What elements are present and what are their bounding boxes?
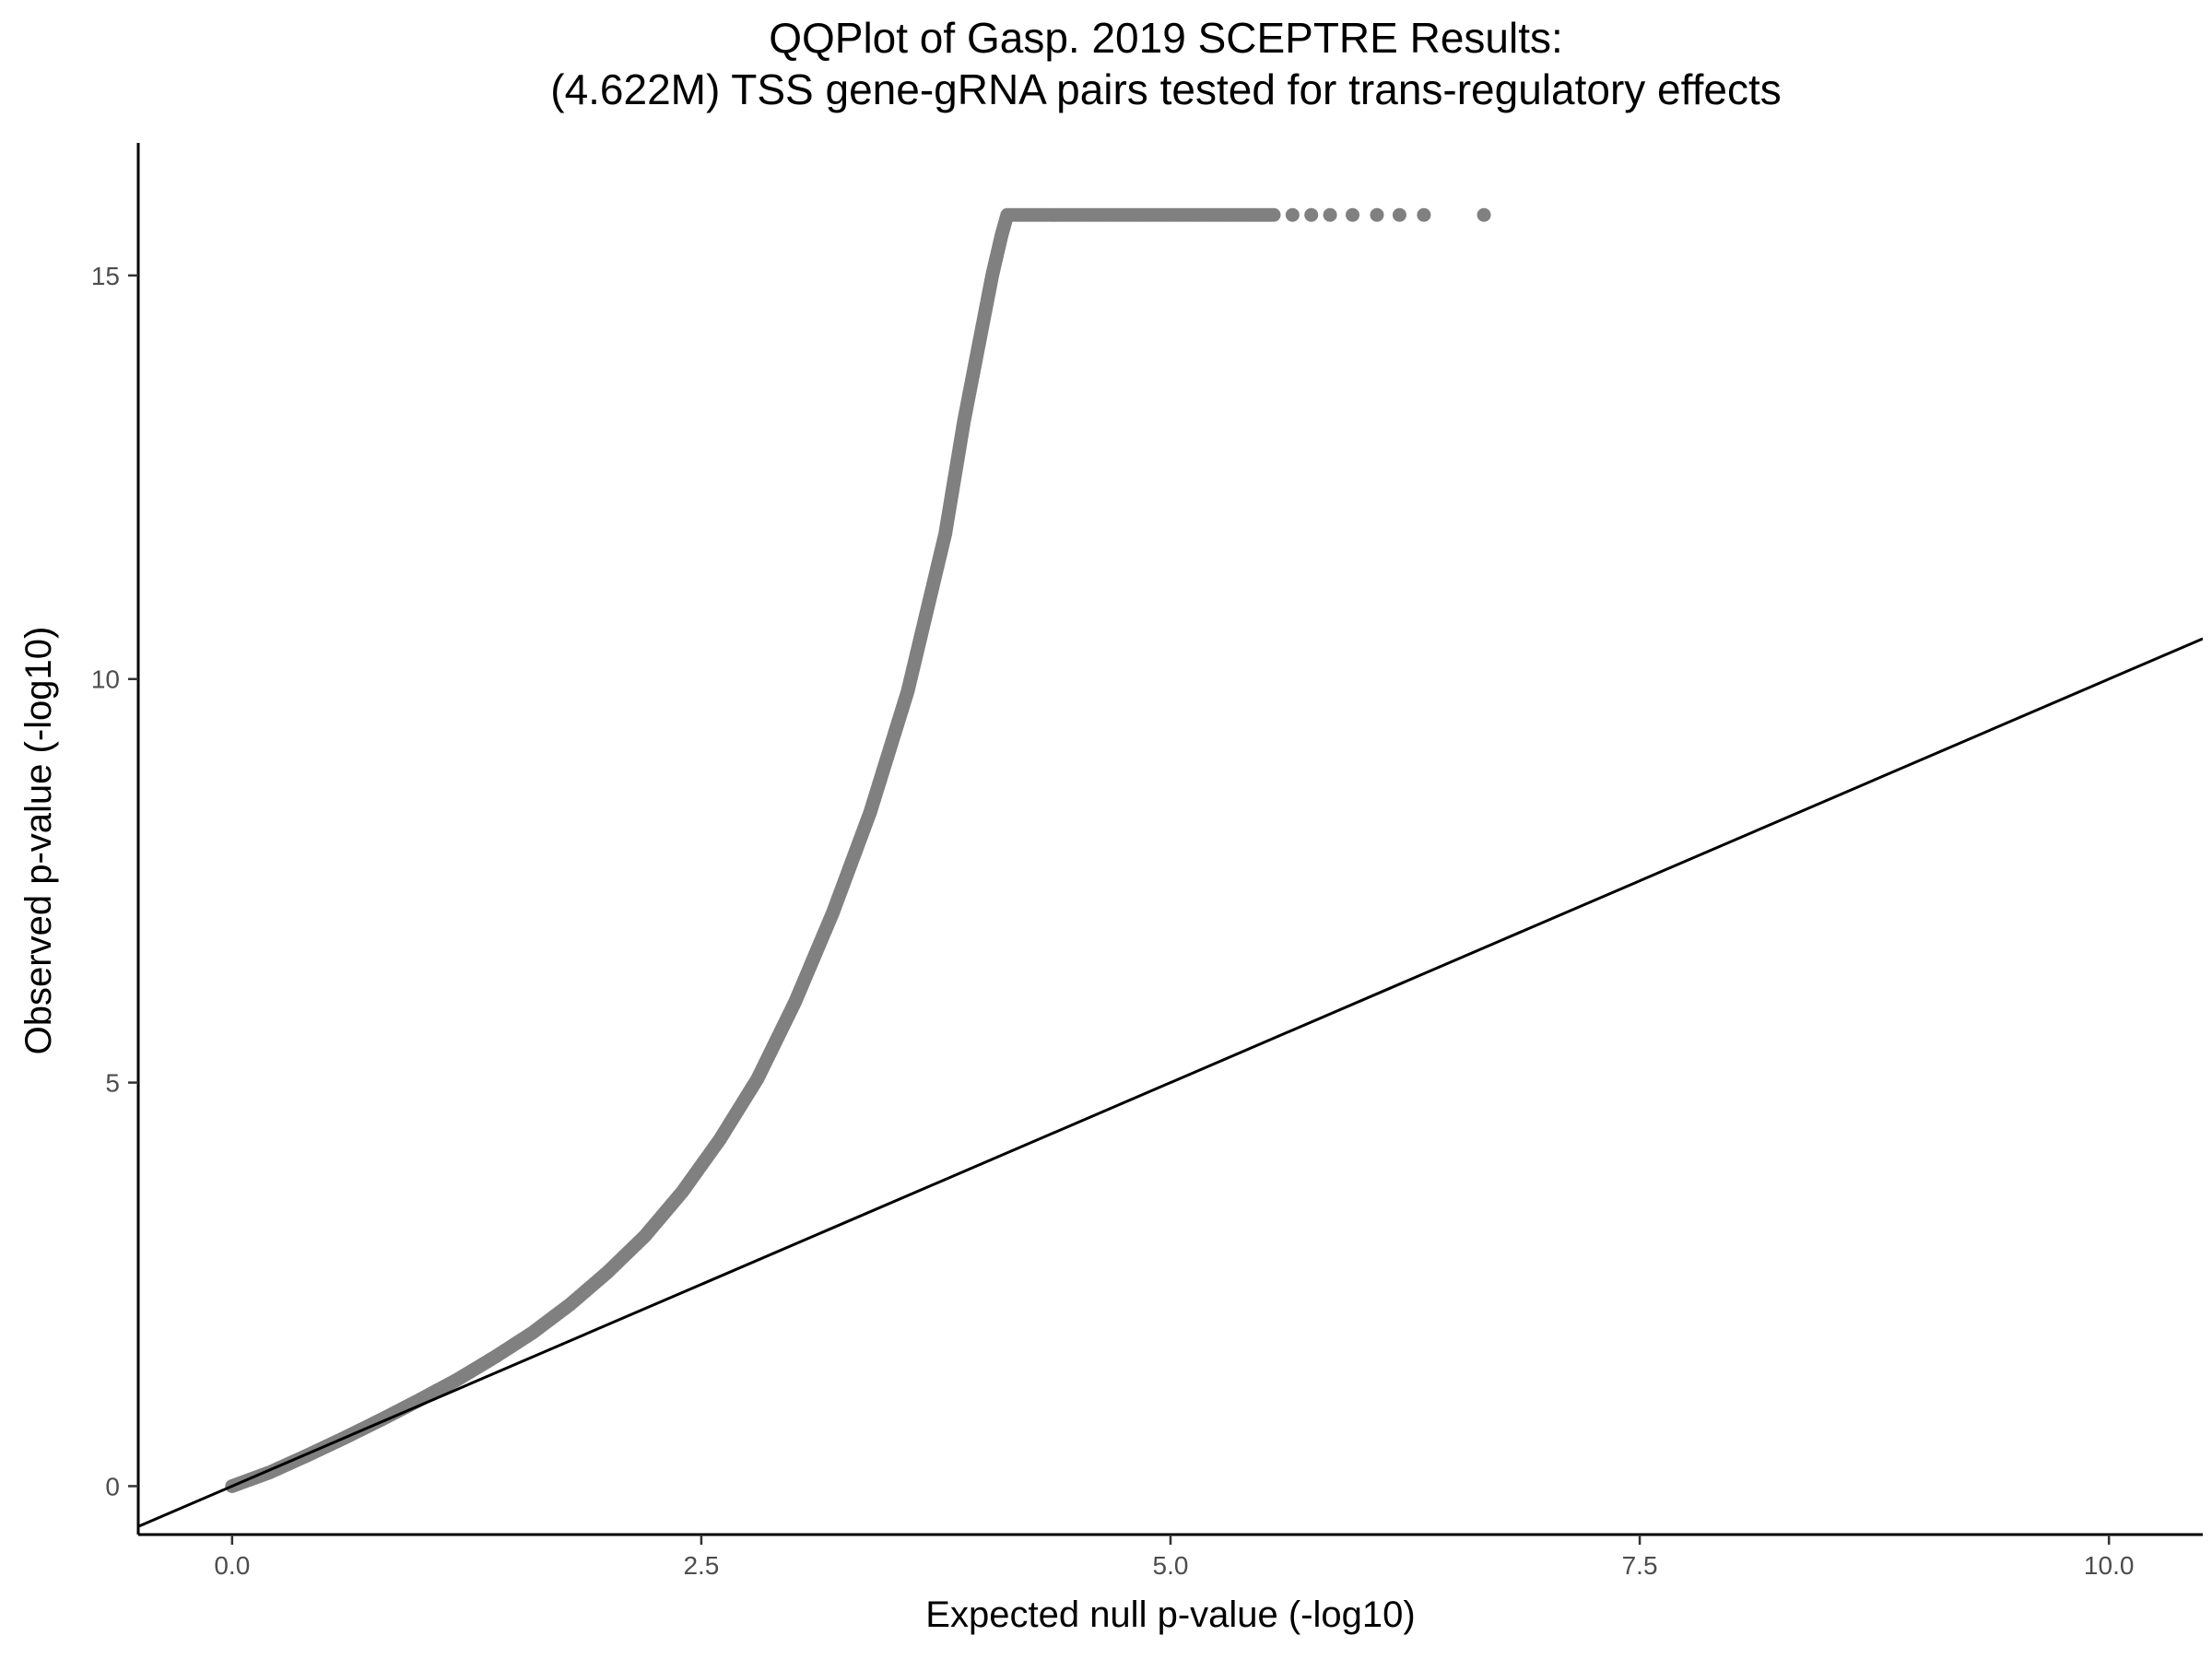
data-point bbox=[1417, 207, 1431, 222]
data-point bbox=[1323, 207, 1337, 222]
x-tick-label: 10.0 bbox=[2084, 1551, 2135, 1580]
x-axis-ticks: 0.0 2.5 5.0 7.5 10.0 bbox=[214, 1535, 2134, 1580]
x-tick-label: 2.5 bbox=[683, 1551, 719, 1580]
y-tick-label: 5 bbox=[105, 1069, 120, 1098]
data-point bbox=[1346, 207, 1360, 222]
data-point bbox=[1285, 207, 1300, 222]
x-tick-label: 0.0 bbox=[214, 1551, 250, 1580]
data-point bbox=[1266, 207, 1281, 222]
y-axis-ticks: 0 5 10 15 bbox=[91, 262, 138, 1500]
x-axis-title: Expected null p-value (-log10) bbox=[925, 1594, 1415, 1635]
y-tick-label: 15 bbox=[91, 262, 120, 290]
x-tick-label: 7.5 bbox=[1622, 1551, 1658, 1580]
data-point bbox=[1392, 207, 1406, 222]
reference-line bbox=[138, 637, 2203, 1528]
chart-title-line-1: QQPlot of Gasp. 2019 SCEPTRE Results: bbox=[769, 14, 1563, 62]
data-point bbox=[1370, 207, 1384, 222]
data-point bbox=[1477, 207, 1491, 222]
chart-title-line-2: (4.622M) TSS gene-gRNA pairs tested for … bbox=[550, 65, 1782, 113]
data-points bbox=[225, 207, 1491, 1493]
y-axis-title: Observed p-value (-log10) bbox=[18, 627, 59, 1055]
y-tick-label: 10 bbox=[91, 665, 120, 694]
data-point bbox=[1304, 207, 1319, 222]
x-tick-label: 5.0 bbox=[1153, 1551, 1189, 1580]
y-tick-label: 0 bbox=[105, 1472, 120, 1500]
